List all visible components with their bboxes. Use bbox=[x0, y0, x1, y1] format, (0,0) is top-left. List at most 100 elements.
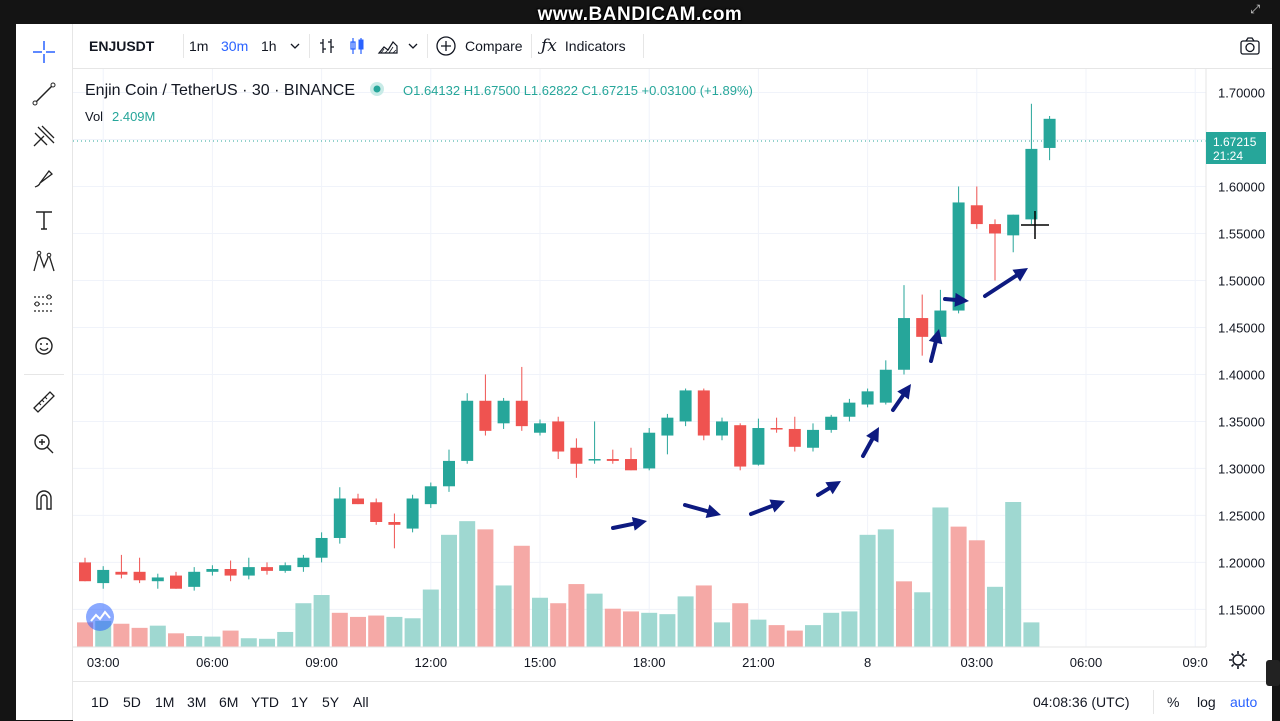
range-1m[interactable]: 1M bbox=[155, 693, 175, 710]
volume-bar bbox=[259, 638, 275, 647]
time-tick-label: 03:00 bbox=[961, 655, 994, 670]
candle-body bbox=[770, 428, 783, 430]
time-tick-label: 09:0 bbox=[1183, 655, 1208, 670]
compare-button[interactable]: Compare bbox=[435, 24, 523, 68]
price-tick-label: 1.50000 bbox=[1218, 273, 1265, 288]
area-style-icon[interactable] bbox=[377, 24, 399, 68]
candles-icon[interactable] bbox=[347, 24, 367, 68]
candle-body bbox=[643, 432, 656, 469]
interval-1m[interactable]: 1m bbox=[189, 38, 209, 54]
volume-bar bbox=[204, 636, 221, 647]
volume-bar bbox=[586, 593, 603, 647]
candle bbox=[1043, 115, 1056, 161]
time-tick-label: 18:00 bbox=[633, 655, 666, 670]
candle bbox=[625, 447, 637, 471]
annotation-arrow bbox=[861, 427, 879, 458]
log-toggle[interactable]: log bbox=[1197, 693, 1216, 710]
range-5d[interactable]: 5D bbox=[123, 693, 141, 710]
candle bbox=[170, 571, 182, 589]
volume-bar bbox=[477, 529, 494, 647]
candle bbox=[1025, 103, 1038, 225]
utc-clock[interactable]: 04:08:36 (UTC) bbox=[1033, 693, 1130, 710]
gear-icon[interactable] bbox=[1229, 651, 1247, 669]
annotation-arrow bbox=[928, 329, 943, 363]
volume-bar bbox=[914, 592, 931, 647]
tradingview-logo-icon[interactable] bbox=[86, 603, 114, 631]
indicators-button[interactable]: ƒx Indicators bbox=[541, 24, 626, 68]
candle bbox=[224, 560, 237, 582]
brush-icon[interactable] bbox=[30, 164, 58, 192]
volume-bar bbox=[186, 636, 203, 647]
range-6m[interactable]: 6M bbox=[219, 693, 239, 710]
candle-body bbox=[333, 498, 346, 538]
volume-bar bbox=[1023, 622, 1040, 647]
interval-1h[interactable]: 1h bbox=[261, 38, 277, 54]
range-5y[interactable]: 5Y bbox=[322, 693, 340, 710]
chevron-down-icon[interactable] bbox=[289, 24, 301, 68]
symbol-search[interactable]: ENJUSDT bbox=[89, 38, 155, 54]
function-icon: ƒx bbox=[541, 36, 557, 56]
candle-body bbox=[952, 202, 965, 311]
time-tick-label: 06:00 bbox=[1070, 655, 1103, 670]
candle-body bbox=[898, 318, 910, 370]
pattern-icon[interactable] bbox=[30, 248, 58, 276]
candle bbox=[716, 417, 728, 441]
scrollbar-handle[interactable] bbox=[1266, 660, 1280, 686]
auto-toggle[interactable]: auto bbox=[1230, 693, 1258, 710]
bar-style-icon[interactable] bbox=[317, 24, 337, 68]
volume-bar bbox=[459, 521, 476, 647]
candlestick-chart[interactable]: 1.15000 1.20000 1.25000 1.30000 1.35000 1.400… bbox=[73, 69, 1272, 681]
volume-value: 2.409M bbox=[112, 109, 155, 124]
drawing-toolbar bbox=[16, 24, 73, 720]
emoji-icon[interactable] bbox=[30, 332, 58, 360]
prediction-icon[interactable] bbox=[30, 290, 58, 318]
zoom-in-icon[interactable] bbox=[30, 430, 58, 458]
volume-bar bbox=[441, 534, 457, 647]
volume-bar bbox=[786, 630, 803, 647]
candle-body bbox=[515, 400, 528, 427]
trendline-icon[interactable] bbox=[30, 80, 58, 108]
percent-toggle[interactable]: % bbox=[1167, 693, 1180, 710]
candle-body bbox=[734, 425, 747, 467]
candle bbox=[515, 366, 528, 431]
volume-bar bbox=[677, 596, 694, 647]
chart-area[interactable]: 1.15000 1.20000 1.25000 1.30000 1.35000 1.400… bbox=[73, 69, 1272, 681]
volume-bar bbox=[732, 603, 749, 647]
range-all[interactable]: All bbox=[353, 693, 369, 710]
candle bbox=[461, 393, 474, 464]
time-axis[interactable]: 03:00 06:00 09:00 12:00 15:00 18:00 21:00 8 03:0… bbox=[87, 655, 1208, 670]
price-axis[interactable]: 1.15000 1.20000 1.25000 1.30000 1.35000 1.400… bbox=[1218, 85, 1265, 617]
chart-app: ENJUSDT 1m 30m 1h Compare ƒx Indicators bbox=[16, 24, 1272, 721]
candle-body bbox=[1043, 118, 1056, 148]
candle bbox=[879, 360, 892, 405]
camera-icon[interactable] bbox=[1239, 24, 1261, 68]
range-1d[interactable]: 1D bbox=[91, 693, 109, 710]
volume-bar bbox=[987, 586, 1003, 647]
expand-icon[interactable]: ⤢ bbox=[1250, 2, 1260, 16]
cursor-crosshair-icon bbox=[1021, 211, 1049, 239]
range-3m[interactable]: 3M bbox=[187, 693, 207, 710]
candle-body bbox=[188, 571, 201, 587]
volume-bar bbox=[404, 618, 421, 647]
crosshair-icon[interactable] bbox=[30, 38, 58, 66]
range-1y[interactable]: 1Y bbox=[291, 693, 309, 710]
text-icon[interactable] bbox=[30, 206, 58, 234]
candle bbox=[934, 289, 947, 342]
volume-bar bbox=[932, 507, 949, 647]
pitchfork-icon[interactable] bbox=[30, 122, 58, 150]
volume-bar bbox=[695, 585, 712, 647]
candle-body bbox=[1025, 148, 1038, 220]
legend-title: Enjin Coin / TetherUS · 30 · BINANCE bbox=[85, 82, 355, 99]
range-ytd[interactable]: YTD bbox=[251, 693, 279, 710]
magnet-icon[interactable] bbox=[30, 486, 58, 514]
candle-body bbox=[661, 417, 674, 436]
ruler-icon[interactable] bbox=[30, 388, 58, 416]
candle-body bbox=[752, 428, 765, 465]
volume-bar bbox=[859, 534, 876, 647]
candle bbox=[188, 567, 201, 591]
volume-bar bbox=[131, 627, 148, 647]
volume-bar bbox=[168, 633, 184, 647]
interval-30m[interactable]: 30m bbox=[221, 38, 249, 54]
chart-header: ENJUSDT 1m 30m 1h Compare ƒx Indicators bbox=[73, 24, 1272, 69]
chevron-down-icon[interactable] bbox=[407, 24, 419, 68]
